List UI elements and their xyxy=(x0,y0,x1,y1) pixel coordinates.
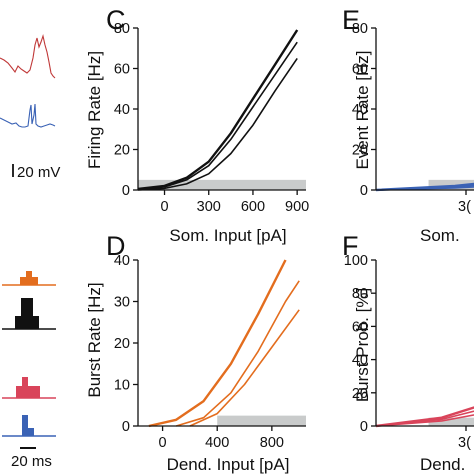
panel-e-ytick-label: 20 xyxy=(352,143,368,159)
panel-d-xlabel: Dend. Input [pA] xyxy=(167,455,290,474)
panel-c-xlabel: Som. Input [pA] xyxy=(169,226,286,245)
panel-c-ylabel: Firing Rate [Hz] xyxy=(85,51,104,169)
panel-e-xlabel: Som. xyxy=(420,226,460,245)
panel-c-xtick-label: 0 xyxy=(160,199,168,215)
panel-d-ytick-label: 40 xyxy=(114,253,130,269)
red-histogram xyxy=(2,377,56,399)
panel-letter-d: D xyxy=(106,231,126,261)
panel-d-xtick-label: 800 xyxy=(260,435,284,451)
panel-e-ytick-label: 60 xyxy=(352,62,368,78)
panel-f-xlabel: Dend. xyxy=(420,455,465,474)
panel-c-series-1 xyxy=(137,29,299,191)
panel-f-xtick-label-partial: 3( xyxy=(458,435,471,451)
panel-f-series-3 xyxy=(375,414,474,427)
panel-c-ytick-label: 20 xyxy=(114,143,130,159)
panel-c-ytick-label: 0 xyxy=(122,183,130,199)
panel-f-ytick-label: 100 xyxy=(344,253,368,269)
panel-c-ytick-label: 40 xyxy=(114,102,130,118)
panel-d-ytick-label: 30 xyxy=(114,295,130,311)
panel-d-ytick-label: 20 xyxy=(114,336,130,352)
voltage-scale-label: 20 mV xyxy=(17,164,60,181)
panel-e-ytick-label: 80 xyxy=(352,21,368,37)
panel-c-series-3 xyxy=(137,57,298,191)
panel-letter-e: E xyxy=(342,5,360,35)
panel-d-xtick-label: 400 xyxy=(205,435,229,451)
panel-d-series-3 xyxy=(189,309,300,427)
panel-d-ytick-label: 10 xyxy=(114,378,130,394)
panel-c-shaded-region xyxy=(138,179,306,190)
blue-histogram xyxy=(2,415,56,437)
panel-c-xtick-label: 300 xyxy=(197,199,221,215)
panel-e-ylabel: Event Rate [Hz] xyxy=(353,50,372,169)
panel-d-series-2 xyxy=(175,280,300,427)
panel-letter-c: C xyxy=(106,5,126,35)
blue-voltage-trace xyxy=(0,103,56,128)
panel-c-series-2 xyxy=(137,41,298,191)
panel-f-ytick-label: 20 xyxy=(352,386,368,402)
panel-d-ylabel: Burst Rate [Hz] xyxy=(85,282,104,397)
panel-c-xtick-label: 600 xyxy=(241,199,265,215)
panel-f-shaded-region xyxy=(428,417,474,426)
orange-histogram xyxy=(2,271,56,286)
time-scale-label: 20 ms xyxy=(11,453,52,470)
panel-d-series-1 xyxy=(148,259,287,428)
panel-e-ytick-label: 40 xyxy=(352,102,368,118)
panel-d: D Burst Rate [Hz] Dend. Input [pA] 0 10 20… xyxy=(85,231,306,474)
black-histogram xyxy=(2,298,56,330)
panel-f-series-1 xyxy=(375,406,474,428)
panel-c-xtick-label: 900 xyxy=(285,199,309,215)
panel-f-ytick-label: 0 xyxy=(360,419,368,435)
panel-f-series-2 xyxy=(375,410,474,427)
panel-e-series-3 xyxy=(375,186,474,191)
panel-f-ytick-label: 40 xyxy=(352,353,368,369)
panel-c-ytick-label: 80 xyxy=(114,21,130,37)
example-traces: 20 mV 20 ms xyxy=(0,33,60,470)
panel-e-ytick-label: 0 xyxy=(360,183,368,199)
panel-d-shaded-region xyxy=(217,415,306,426)
panel-c: C Firing Rate [Hz] Som. Input [pA] 0 20 40… xyxy=(85,5,309,245)
panel-letter-f: F xyxy=(342,231,359,261)
panel-f-ylabel: Burst Prob. [%] xyxy=(353,288,372,402)
panel-f-ytick-label: 60 xyxy=(352,319,368,335)
panel-e-xtick-label-partial: 3( xyxy=(458,199,471,215)
panel-d-xtick-label: 0 xyxy=(159,435,167,451)
panel-d-ytick-label: 0 xyxy=(122,419,130,435)
panel-f: F Burst Prob. [%] Dend. 02040608010003( xyxy=(342,231,474,474)
panel-c-ytick-label: 60 xyxy=(114,62,130,78)
panel-f-ytick-label: 80 xyxy=(352,286,368,302)
red-voltage-trace xyxy=(0,33,56,79)
